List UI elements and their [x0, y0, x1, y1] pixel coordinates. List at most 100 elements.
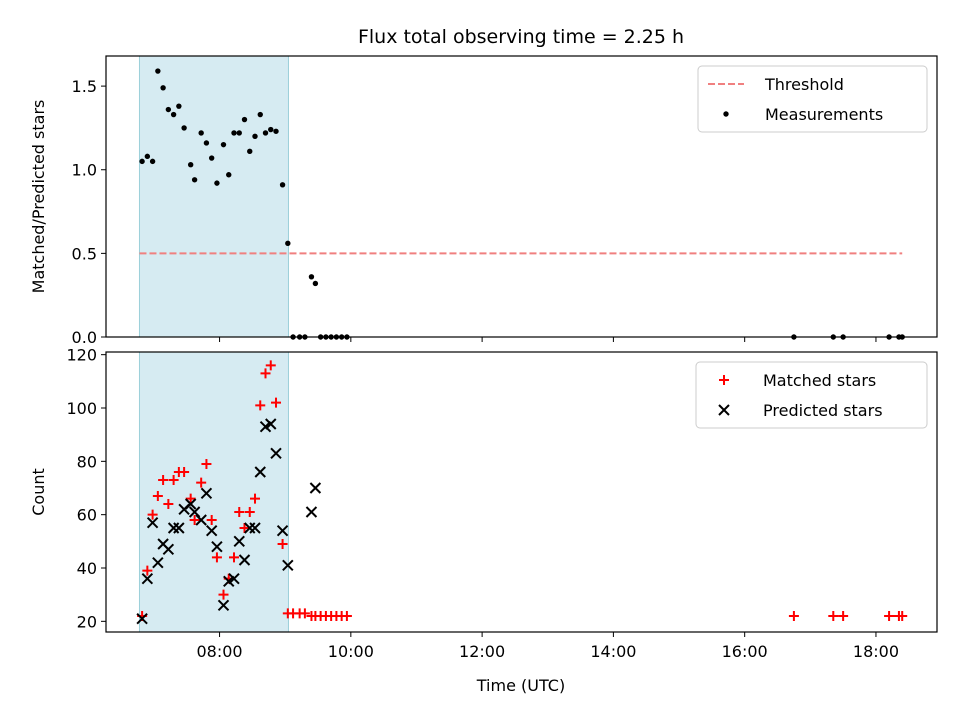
legend-label: Threshold	[764, 75, 844, 94]
data-point	[142, 565, 153, 576]
data-point	[305, 506, 318, 518]
series-predicted-stars	[136, 418, 322, 625]
data-point	[255, 400, 266, 411]
data-point	[173, 522, 185, 534]
data-point	[308, 274, 315, 280]
data-point	[262, 130, 269, 136]
series-measurements	[139, 68, 905, 340]
data-point	[226, 172, 232, 178]
data-point	[206, 515, 217, 525]
data-point	[184, 498, 197, 510]
data-point	[198, 130, 204, 136]
y-axis-label: Count	[29, 468, 48, 516]
x-tick-label: 12:00	[459, 642, 505, 661]
y-tick-label: 1.5	[72, 77, 97, 96]
data-point	[191, 177, 198, 183]
x-tick-label: 14:00	[590, 642, 636, 661]
data-point	[277, 539, 288, 549]
data-point	[309, 482, 322, 494]
top-panel: 0.0 0.5 1.0 1.5 Matched/Predicted stars Thres…	[29, 55, 938, 347]
data-point	[218, 589, 229, 600]
y-tick-label: 0.5	[72, 244, 97, 263]
plot-frame	[105, 55, 938, 338]
data-point	[214, 180, 220, 186]
data-point	[203, 140, 210, 146]
data-point	[211, 540, 223, 553]
data-point	[244, 522, 256, 534]
data-point	[211, 552, 222, 563]
data-point	[247, 148, 253, 155]
data-point	[196, 477, 207, 488]
data-point	[257, 111, 263, 118]
data-point	[897, 611, 908, 621]
data-point	[155, 68, 161, 74]
data-point	[268, 126, 274, 133]
y-tick-label: 0.0	[72, 328, 97, 347]
data-point	[239, 523, 250, 533]
legend-label: Measurements	[765, 105, 883, 124]
data-point	[228, 552, 239, 563]
data-point	[236, 130, 242, 136]
data-point	[250, 493, 261, 504]
data-point	[162, 543, 175, 556]
data-point	[252, 133, 258, 139]
data-point	[838, 611, 849, 621]
data-point	[265, 360, 276, 371]
legend-marker-swatch	[719, 375, 729, 385]
data-point	[341, 611, 352, 621]
observing-window-span	[138, 55, 289, 338]
data-point	[271, 397, 282, 408]
data-point	[179, 467, 190, 477]
x-tick-label: 10:00	[328, 642, 374, 661]
data-point	[168, 475, 179, 485]
x-tick-label: 16:00	[722, 642, 768, 661]
data-point	[144, 153, 151, 160]
x-axis-label: Time (UTC)	[476, 676, 565, 695]
data-point	[160, 85, 166, 91]
data-point	[152, 556, 164, 569]
data-point	[231, 130, 237, 136]
x-tick-label: 08:00	[197, 642, 243, 661]
data-point	[282, 559, 294, 572]
data-point	[185, 493, 196, 504]
data-point	[884, 611, 895, 621]
data-point	[195, 514, 207, 526]
data-point	[188, 506, 201, 518]
data-point	[205, 524, 218, 537]
observing-window-span	[138, 351, 289, 633]
y-tick-label: 20	[77, 612, 97, 631]
data-point	[163, 499, 174, 509]
data-point	[158, 475, 169, 485]
data-point	[299, 608, 310, 619]
data-point	[228, 572, 240, 585]
y-tick-label: 40	[77, 559, 97, 578]
data-point	[234, 507, 245, 517]
data-point	[141, 572, 154, 585]
data-point	[254, 466, 266, 478]
data-point	[165, 106, 172, 113]
data-point	[276, 524, 289, 537]
data-point	[146, 516, 159, 529]
y-tick-label: 120	[66, 346, 97, 365]
data-point	[238, 554, 251, 566]
legend: Matched stars Predicted stars	[695, 361, 928, 429]
legend: Threshold Measurements	[697, 65, 928, 133]
legend-label: Predicted stars	[763, 401, 883, 420]
legend-label: Matched stars	[763, 371, 876, 390]
data-point	[167, 522, 180, 534]
data-point	[260, 368, 271, 379]
data-point	[233, 535, 245, 548]
data-point	[176, 103, 182, 109]
data-point	[273, 128, 279, 134]
data-point	[189, 515, 200, 525]
data-point	[181, 125, 187, 131]
data-point	[139, 158, 145, 165]
data-point	[244, 507, 255, 517]
data-point	[828, 611, 839, 621]
data-point	[249, 522, 261, 534]
y-tick-label: 1.0	[72, 161, 97, 180]
data-point	[241, 116, 248, 123]
y-tick-label: 80	[77, 452, 97, 471]
data-point	[279, 182, 286, 188]
data-point	[312, 280, 319, 287]
